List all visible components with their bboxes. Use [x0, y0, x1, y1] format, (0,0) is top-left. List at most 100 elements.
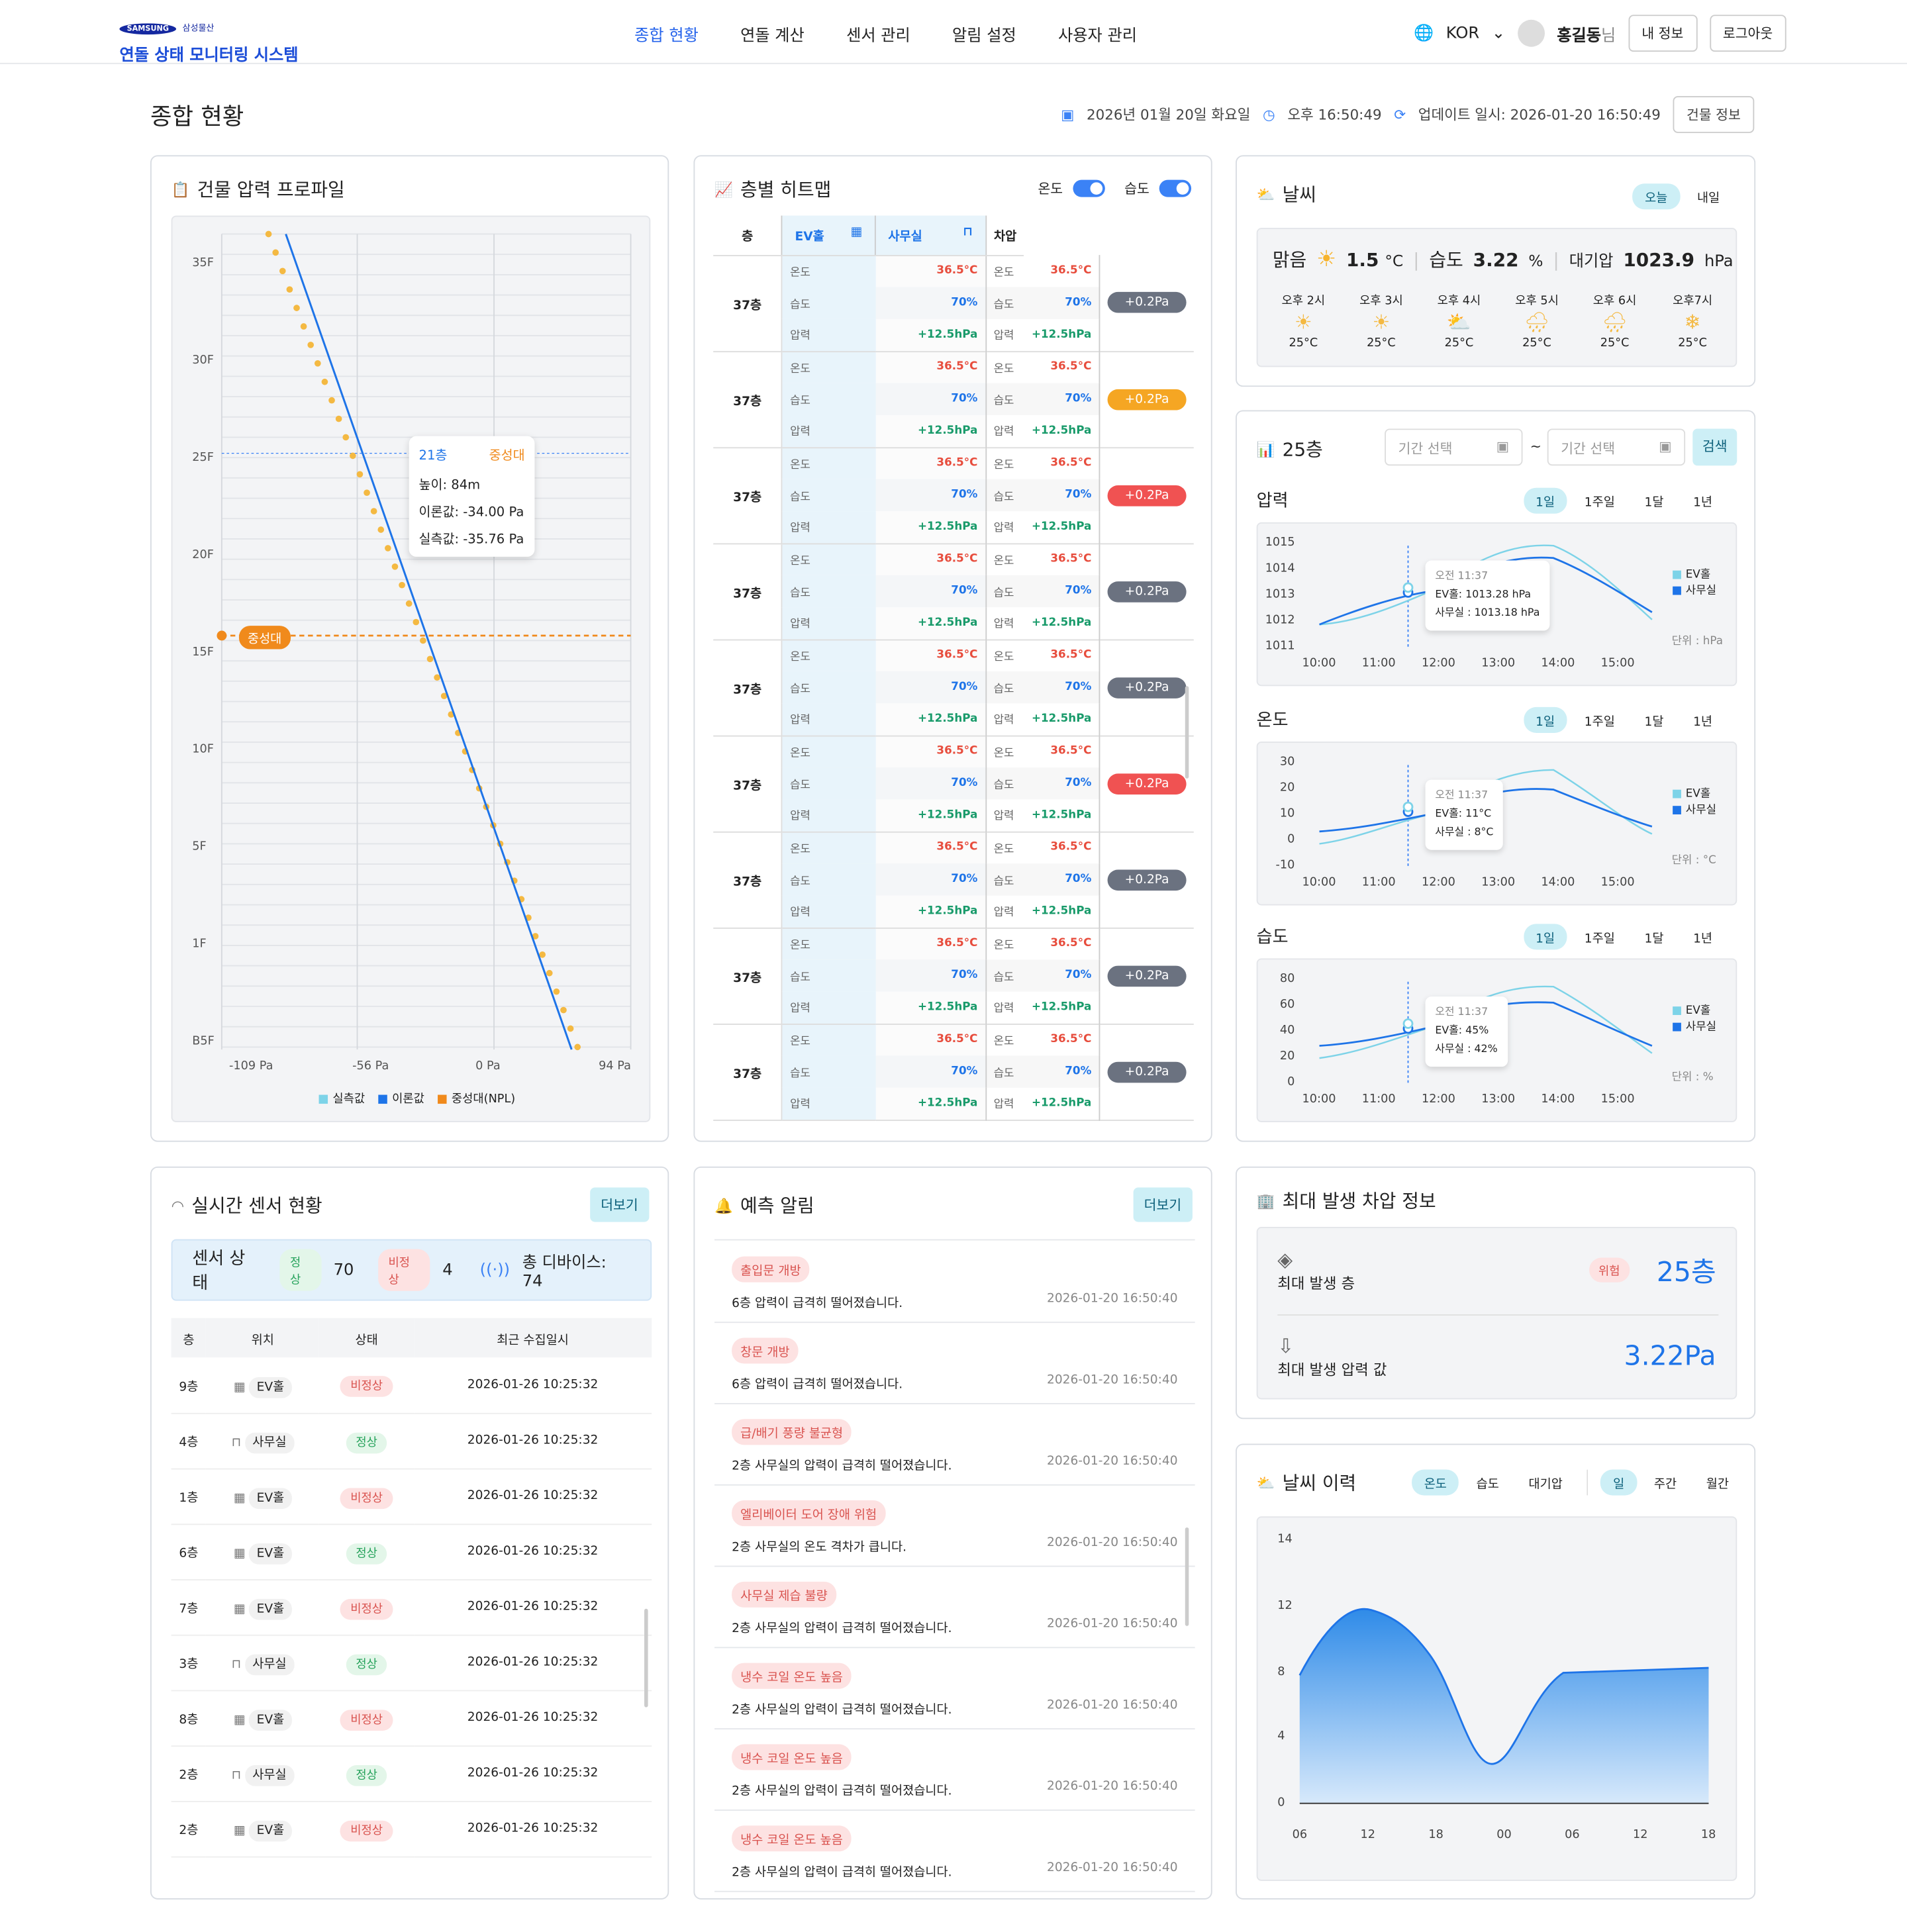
range-tab[interactable]: 1년: [1693, 932, 1713, 946]
status-badge: 비정상: [319, 1468, 415, 1525]
search-button[interactable]: 검색: [1692, 428, 1737, 466]
diff-badge[interactable]: +0.2Pa: [1107, 581, 1187, 602]
list-item[interactable]: 사무실 제습 불량 2층 사무실의 압력이 급격히 떨어졌습니다. 2026-01-…: [714, 1567, 1195, 1649]
weather-icon: ⛅: [1256, 1474, 1275, 1492]
table-row[interactable]: 6층 ▦ EV홀 정상 2026-01-26 10:25:32: [171, 1523, 652, 1580]
tab-temp[interactable]: 온도: [1412, 1469, 1459, 1496]
table-row[interactable]: 7층 ▦ EV홀 비정상 2026-01-26 10:25:32: [171, 1579, 652, 1635]
range-tab[interactable]: 1일: [1523, 487, 1567, 514]
range-tab[interactable]: 1일: [1523, 706, 1567, 733]
company-logo[interactable]: SAMSUNG 삼성물산 연돌 상태 모니터링 시스템: [119, 13, 298, 66]
range-tab[interactable]: 1주일: [1584, 932, 1615, 946]
diff-badge[interactable]: +0.2Pa: [1107, 1061, 1187, 1083]
table-row[interactable]: 8층 ▦ EV홀 비정상 2026-01-26 10:25:32: [171, 1690, 652, 1747]
temp-toggle[interactable]: [1072, 179, 1105, 197]
pres-label: 대기압: [1569, 252, 1614, 271]
heatmap-floor: 37층: [713, 735, 783, 832]
tab-separator: [1587, 1469, 1589, 1496]
tab-week[interactable]: 주간: [1653, 1478, 1677, 1492]
nav-overview[interactable]: 종합 현황: [634, 26, 699, 46]
table-row[interactable]: 4층 ⊓ 사무실 정상 2026-01-26 10:25:32: [171, 1412, 652, 1469]
range-tab[interactable]: 1년: [1693, 496, 1713, 510]
tab-tomorrow[interactable]: 내일: [1696, 192, 1720, 206]
heatmap-metric-label: 습도: [781, 383, 875, 415]
tab-today[interactable]: 오늘: [1632, 183, 1680, 210]
range-tab[interactable]: 1달: [1644, 496, 1664, 510]
x-tick: 12:00: [1421, 656, 1455, 671]
table-row[interactable]: 2층 ⊓ 사무실 정상 2026-01-26 10:25:32: [171, 1745, 652, 1802]
list-item[interactable]: 냉수 코일 온도 높음 2층 사무실의 압력이 급격히 떨어졌습니다. 2026-0…: [714, 1729, 1195, 1811]
my-info-button[interactable]: 내 정보: [1628, 15, 1697, 52]
diff-badge[interactable]: +0.2Pa: [1107, 677, 1187, 698]
measured-dot: [300, 323, 307, 330]
alert-scrollbar[interactable]: [1185, 1527, 1189, 1626]
date-end-input[interactable]: 기간 선택 ▣: [1547, 428, 1686, 466]
table-row[interactable]: 1층 ▦ EV홀 비정상 2026-01-26 10:25:32: [171, 1468, 652, 1525]
chart-tooltip: 오전 11:37 EV홀: 1013.28 hPa 사무실 : 1013.18 hP…: [1425, 560, 1550, 631]
table-row[interactable]: 2층 ▦ EV홀 비정상 2026-01-26 10:25:32: [171, 1800, 652, 1857]
date-start-input[interactable]: 기간 선택 ▣: [1385, 428, 1523, 466]
sensor-location: ▦ EV홀: [206, 1690, 320, 1747]
heatmap-value: 36.5°C: [875, 639, 986, 671]
diff-badge[interactable]: +0.2Pa: [1107, 869, 1187, 891]
diff-badge[interactable]: +0.2Pa: [1107, 485, 1187, 506]
alert-more-button[interactable]: 더보기: [1132, 1187, 1193, 1222]
building-info-button[interactable]: 건물 정보: [1673, 96, 1755, 133]
logout-button[interactable]: 로그아웃: [1709, 15, 1786, 52]
tab-month[interactable]: 월간: [1706, 1478, 1730, 1492]
list-item[interactable]: 급/배기 풍량 불균형 2층 사무실의 압력이 급격히 떨어졌습니다. 2026-0…: [714, 1404, 1195, 1486]
list-item[interactable]: 냉수 코일 온도 높음 2층 사무실의 압력이 급격히 떨어졌습니다. 2026-0…: [714, 1811, 1195, 1892]
range-tab[interactable]: 1달: [1644, 932, 1664, 946]
heatmap-value: 70%: [1024, 383, 1100, 415]
chart-unit: 단위 : °C: [1671, 855, 1716, 867]
tab-pres[interactable]: 대기압: [1528, 1478, 1563, 1492]
sensor-scrollbar[interactable]: [644, 1608, 648, 1708]
diff-badge[interactable]: +0.2Pa: [1107, 388, 1187, 410]
lang-select[interactable]: KOR: [1445, 24, 1480, 43]
measured-dot: [413, 618, 420, 626]
tab-day[interactable]: 일: [1600, 1469, 1637, 1496]
nav-alarm[interactable]: 알림 설정: [952, 26, 1016, 46]
x-tick: 10:00: [1302, 1092, 1336, 1106]
heatmap-value: 36.5°C: [875, 927, 986, 960]
calendar-icon[interactable]: ▣: [1496, 438, 1510, 455]
range-tab[interactable]: 1일: [1523, 924, 1567, 950]
nav-user[interactable]: 사용자 관리: [1058, 26, 1137, 46]
measured-dot: [391, 563, 399, 570]
refresh-icon[interactable]: ⟳: [1394, 105, 1406, 124]
tab-hum[interactable]: 습도: [1476, 1478, 1499, 1492]
danger-badge: 위험: [1589, 1257, 1630, 1282]
list-item[interactable]: 출입문 개방 6층 압력이 급격히 떨어졌습니다. 2026-01-20 16:50…: [714, 1241, 1195, 1324]
heatmap-value: +12.5hPa: [1024, 414, 1100, 448]
chevron-down-icon[interactable]: ⌄: [1491, 24, 1506, 43]
nav-sensor[interactable]: 센서 관리: [846, 26, 910, 46]
list-item[interactable]: 창문 개방 6층 압력이 급격히 떨어졌습니다. 2026-01-20 16:50:…: [714, 1323, 1195, 1404]
diff-badge[interactable]: +0.2Pa: [1107, 773, 1187, 795]
sensor-floor: 1층: [171, 1468, 207, 1525]
history-y-tick: 14: [1277, 1532, 1293, 1546]
range-tab[interactable]: 1주일: [1584, 496, 1615, 510]
heatmap-value: 36.5°C: [1024, 1024, 1100, 1056]
hum-toggle[interactable]: [1159, 179, 1192, 197]
building-icon: ▦: [233, 1602, 246, 1616]
nav-calc[interactable]: 연돌 계산: [740, 26, 805, 46]
range-tab[interactable]: 1년: [1693, 715, 1713, 730]
list-item[interactable]: 엘리베이터 도어 장애 위험 2층 사무실의 온도 격차가 큽니다. 2026-01…: [714, 1486, 1195, 1567]
heatmap-floor: 37층: [713, 255, 783, 352]
diff-badge[interactable]: +0.2Pa: [1107, 292, 1187, 314]
heatmap-scrollbar[interactable]: [1185, 686, 1189, 779]
table-row[interactable]: 3층 ⊓ 사무실 정상 2026-01-26 10:25:32: [171, 1634, 652, 1691]
measured-dot: [335, 415, 342, 422]
heatmap-value: +12.5hPa: [875, 895, 986, 928]
hourly-forecast: 오후 6시 🌧 25°C: [1592, 294, 1637, 350]
table-row[interactable]: 9층 ▦ EV홀 비정상 2026-01-26 10:25:32: [171, 1357, 652, 1414]
calendar-icon[interactable]: ▣: [1659, 438, 1672, 455]
range-tab[interactable]: 1달: [1644, 715, 1664, 730]
diff-cell: +0.2Pa: [1099, 351, 1193, 447]
globe-icon[interactable]: 🌐: [1414, 24, 1434, 43]
list-item[interactable]: 냉수 코일 온도 높음 2층 사무실의 압력이 급격히 떨어졌습니다. 2026-0…: [714, 1648, 1195, 1730]
sensor-more-button[interactable]: 더보기: [589, 1187, 650, 1222]
range-tab[interactable]: 1주일: [1584, 715, 1615, 730]
metric-chart: 80 60 40 20 0 10:00 11:00 12:00 13:00 14:00 15:00 ■…: [1256, 958, 1737, 1122]
diff-badge[interactable]: +0.2Pa: [1107, 965, 1187, 987]
